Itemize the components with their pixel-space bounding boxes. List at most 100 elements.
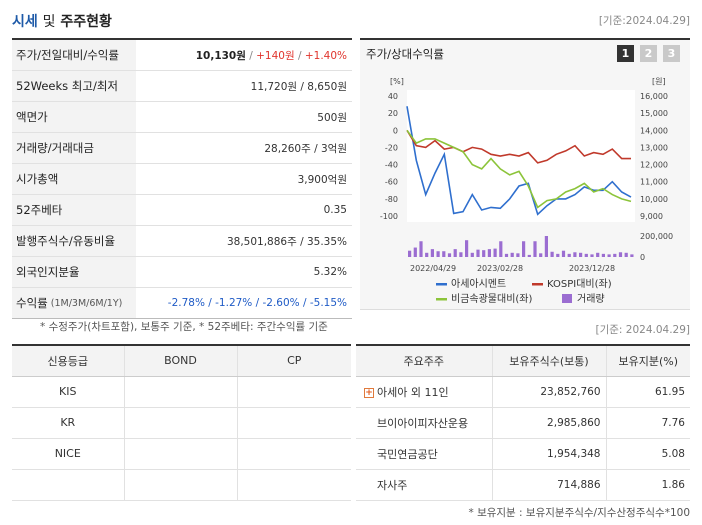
volume-bar	[482, 250, 486, 257]
bond-rating	[123, 407, 237, 439]
return-period: (1M/3M/6M/1Y)	[50, 297, 123, 309]
volume-bar	[590, 254, 594, 257]
series-line-2	[406, 129, 631, 164]
x-tick-label: 2023/02/28	[477, 264, 523, 273]
volume-bar	[522, 241, 526, 257]
holders-footnote: * 보유지분 : 보유지분주식수/지수산정주식수*100	[468, 507, 690, 519]
table-row: 국민연금공단 1,954,348 5.08	[356, 438, 690, 470]
volume-bar	[533, 241, 537, 257]
bond-rating	[123, 438, 237, 470]
volume-bar	[476, 249, 480, 257]
right-tick-label: 15,000	[640, 109, 668, 118]
quote-label: 52Weeks 최고/최저	[12, 71, 136, 101]
col-header: 보유지분(%)	[605, 345, 690, 377]
table-row: NICE	[12, 438, 351, 470]
price-chart: [%] [원] 40 20 0 -20 -40 -60 -80 -100 16,000 15,000 1…	[380, 77, 673, 305]
price-change: +140원	[256, 49, 295, 62]
volume-bar	[613, 253, 617, 257]
volume-bar	[459, 252, 463, 257]
volume-bar	[618, 252, 623, 257]
volume-bar	[596, 252, 600, 257]
legend-swatch	[436, 283, 447, 286]
quote-label: 발행주식수/유동비율	[12, 226, 136, 256]
return-value: -2.78% / -1.27% / -2.60% / -5.15%	[136, 297, 352, 309]
quote-row-par: 액면가 500원	[12, 102, 352, 133]
title-sub: 주주현황	[60, 14, 112, 30]
holder-shares: 2,985,860	[491, 407, 606, 439]
price-rate: +1.40%	[304, 49, 347, 62]
quote-value: 11,720원 / 8,650원	[250, 80, 347, 93]
holder-name: + 아세아 외 11인	[356, 376, 492, 408]
quote-table: 주가/전일대비/수익률 10,130원 / +140원 / +1.40% 52W…	[12, 38, 352, 319]
volume-bar	[573, 252, 577, 257]
quote-label: 외국인지분율	[12, 257, 136, 287]
volume-bar	[607, 254, 611, 257]
right-tick-label: 13,000	[640, 143, 668, 152]
chart-button-2[interactable]: 2	[640, 45, 657, 62]
bond-rating	[123, 469, 237, 501]
volume-bar	[567, 253, 571, 257]
volume-bar	[493, 248, 497, 257]
volume-bar	[425, 252, 429, 257]
credit-rating-table: 신용등급 BOND CP KIS KR NICE	[12, 344, 351, 501]
table-row: KR	[12, 407, 351, 439]
legend-label: 거래량	[577, 293, 605, 305]
quote-label: 액면가	[12, 102, 136, 132]
right-tick-label: 11,000	[640, 178, 668, 187]
base-date: [기준:2024.04.29]	[598, 15, 690, 27]
volume-bar	[442, 251, 446, 257]
major-shareholders-table: 주요주주 보유주식수(보통) 보유지분(%) + 아세아 외 11인 23,852…	[356, 344, 690, 501]
holder-pct: 61.95	[605, 376, 690, 408]
table-row	[12, 469, 351, 501]
holder-shares: 1,954,348	[491, 438, 606, 470]
chart-button-1[interactable]: 1	[617, 45, 634, 62]
cp-rating	[236, 469, 351, 501]
quote-row-52w: 52Weeks 최고/최저 11,720원 / 8,650원	[12, 71, 352, 102]
quote-value: 10,130원 / +140원 / +1.40%	[136, 48, 352, 63]
right-tick-label: 12,000	[640, 161, 668, 170]
volume-bar	[465, 240, 469, 257]
quote-label: 거래량/거래대금	[12, 133, 136, 163]
current-price: 10,130원	[195, 49, 246, 62]
right-tick-label: 16,000	[640, 92, 668, 101]
separator: /	[245, 49, 257, 62]
table-row: 자사주 714,886 1.86	[356, 469, 690, 501]
right-axis-unit: [원]	[652, 77, 666, 86]
quote-value: 28,260주 / 3억원	[264, 142, 347, 155]
volume-bar	[561, 250, 566, 257]
chart-button-3[interactable]: 3	[663, 45, 680, 62]
quote-row-marketcap: 시가총액 3,900억원	[12, 164, 352, 195]
legend-label: 비금속광물대비(좌)	[451, 293, 533, 305]
right-tick-label: 10,000	[640, 195, 668, 204]
section-title: 시세 및 주주현황	[12, 11, 112, 31]
holder-name: 자사주	[356, 469, 492, 501]
legend-swatch	[532, 283, 543, 286]
holder-pct: 7.76	[605, 407, 690, 439]
base-date-2: [기준: 2024.04.29]	[595, 324, 690, 336]
agency-name: KIS	[12, 376, 124, 408]
expand-plus-icon[interactable]: +	[364, 387, 374, 398]
volume-bar	[419, 241, 423, 257]
title-sep: 및	[42, 14, 56, 30]
agency-name: NICE	[12, 438, 124, 470]
volume-bar	[453, 249, 457, 257]
legend-label: 아세아시멘트	[451, 278, 506, 290]
right-tick-label: 9,000	[640, 212, 663, 221]
agency-name: KR	[12, 407, 124, 439]
volume-bar	[584, 253, 588, 257]
bond-rating	[123, 376, 237, 408]
quote-label: 52주베타	[12, 195, 136, 225]
col-header: CP	[236, 345, 351, 377]
holder-pct: 5.08	[605, 438, 690, 470]
quote-value: 3,900억원	[297, 173, 347, 186]
volume-bar	[470, 252, 474, 257]
return-values: -2.78% / -1.27% / -2.60% / -5.15%	[167, 297, 347, 309]
cp-rating	[236, 376, 351, 408]
quote-row-return: 수익률 (1M/3M/6M/1Y) -2.78% / -1.27% / -2.60…	[12, 288, 352, 319]
volume-tick-label: 0	[640, 253, 645, 262]
volume-bar	[544, 236, 548, 257]
cp-rating	[236, 407, 351, 439]
quote-row-shares: 발행주식수/유동비율 38,501,886주 / 35.35%	[12, 226, 352, 257]
holder-shares: 23,852,760	[491, 376, 606, 408]
col-header: 보유주식수(보통)	[491, 345, 606, 377]
